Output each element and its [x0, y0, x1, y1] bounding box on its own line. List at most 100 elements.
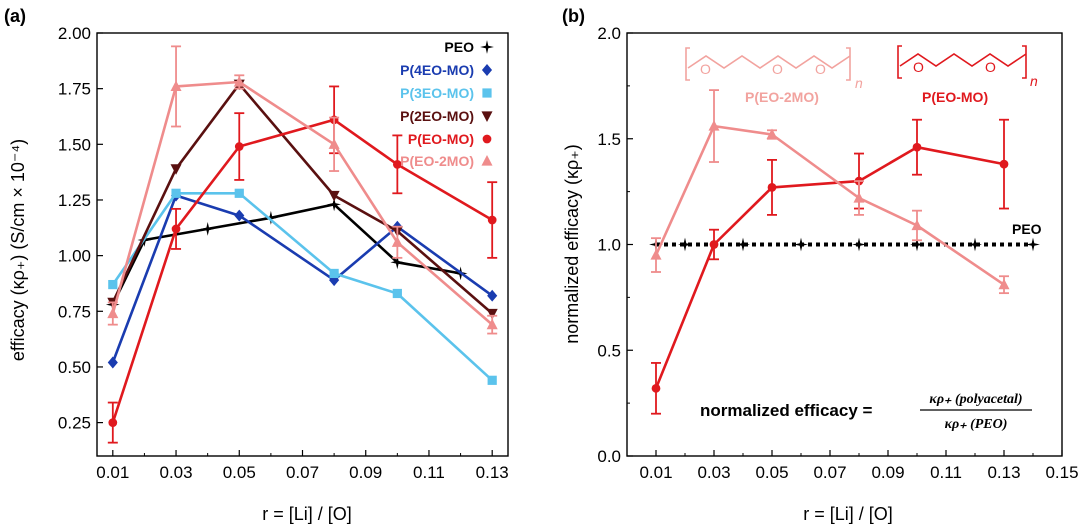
- structure-eo-2mo-n: n: [855, 75, 863, 91]
- legend-marker-p-eo-2mo: [481, 155, 493, 166]
- panel-b-p-eo-2mo-point-3: [853, 191, 865, 203]
- legend-marker-p-eo-mo: [482, 134, 492, 144]
- panel-a-p-eo-mo-point-4: [392, 159, 402, 169]
- structure-eo-2mo-atom-3: O: [815, 61, 826, 77]
- legend-label-p-eo-mo: P(EO-MO): [408, 131, 474, 147]
- panel-a-p-eo-2mo-point-2: [233, 75, 245, 87]
- panel-b-p-eo-mo-point-2: [767, 183, 777, 192]
- panel-a-peo-line: [111, 203, 461, 306]
- panel-b-x-tick-label-3: 0.07: [813, 463, 846, 482]
- structure-eo-mo-atom-1: O: [913, 59, 924, 75]
- panel-a-x-tick-label-4: 0.09: [349, 463, 382, 482]
- panel-a-peo-point-4: [327, 197, 341, 212]
- structure-eo-2mo-atom-1: O: [700, 61, 711, 77]
- panel-a-y-tick-label-7: 2.00: [58, 24, 91, 43]
- panel-b-p-eo-2mo-point-0: [650, 249, 662, 260]
- panel-b-p-eo-mo-point-1: [709, 240, 719, 249]
- panel-a-p-4eo-mo-point-5: [487, 289, 498, 302]
- panel-b-plot: 0.01 0.03 0.05 0.07 0.09 0.11 0.13 0.15 0.0 0.5 1.…: [597, 24, 1078, 482]
- legend-label-p-eo-2mo: P(EO-2MO): [400, 153, 474, 169]
- panel-a-y-tick-label-0: 0.25: [58, 414, 91, 433]
- panel-b-x-axis-label: r = [Li] / [O]: [803, 504, 893, 524]
- panel-a-p-3eo-mo-line: [111, 192, 494, 382]
- formula-numerator: κρ₊ (polyacetal): [929, 392, 1022, 407]
- structure-eo-mo-n: n: [1030, 73, 1038, 89]
- panel-a-peo-point-2: [200, 222, 215, 236]
- legend-label-p-2eo-mo: P(2EO-MO): [400, 108, 474, 124]
- panel-b-y-tick-label-0: 0.0: [597, 447, 621, 466]
- panel-a-p-eo-2mo-point-0: [107, 307, 119, 319]
- panel-a-p-4eo-mo-point-0: [107, 356, 118, 369]
- panel-a-series-p-eo-2mo: [107, 45, 498, 335]
- panel-a-p-3eo-mo-point-3: [329, 268, 339, 279]
- panel-b-p-eo-2mo-point-5: [998, 278, 1010, 290]
- legend-label-p-4eo-mo: P(4EO-MO): [400, 62, 474, 78]
- panel-b-p-eo-2mo-point-2: [766, 128, 778, 140]
- panel-a-y-tick-label-4: 1.25: [58, 191, 91, 210]
- panel-b-peo-point-5: [910, 237, 924, 252]
- panel-b-x-tick-label-7: 0.15: [1045, 463, 1078, 482]
- panel-b-peo-point-4: [852, 237, 866, 252]
- panel-b-x-tick-label-5: 0.11: [930, 463, 962, 482]
- panel-b-y-tick-label-3: 1.5: [597, 130, 621, 149]
- panel-a-p-4eo-mo-line: [111, 194, 493, 363]
- legend-marker-peo: [480, 40, 494, 54]
- panel-a-p-eo-2mo-point-3: [328, 138, 340, 149]
- legend-label-peo: PEO: [444, 39, 474, 55]
- panel-a-p-eo-2mo-point-4: [391, 236, 403, 247]
- panel-a-p-3eo-mo-point-4: [392, 288, 402, 299]
- panel-b-x-tick-label-2: 0.05: [755, 463, 788, 482]
- panel-a-series-p-3eo-mo: [108, 188, 497, 385]
- panel-b-x-tick-label-1: 0.03: [697, 463, 730, 482]
- panel-b-x-tick-label-4: 0.09: [871, 463, 904, 482]
- panel-a-p-eo-mo-point-2: [234, 142, 244, 151]
- panel-b-peo-point-6: [968, 237, 982, 252]
- panel-a-x-tick-label-3: 0.07: [286, 463, 319, 482]
- panel-b-series-p-eo-2mo: [650, 89, 1010, 295]
- panel-b-series-p-eo-mo: [651, 118, 1009, 415]
- panel-a-peo-point-3: [264, 210, 278, 225]
- formula-lhs: normalized efficacy =: [700, 401, 873, 420]
- structure-eo-mo-atom-2: O: [985, 59, 996, 75]
- panel-a-label: (a): [4, 6, 26, 26]
- legend-marker-p-2eo-mo: [481, 111, 493, 122]
- panel-a-p-eo-2mo-point-1: [170, 80, 182, 92]
- legend-label-p-3eo-mo: P(3EO-MO): [400, 85, 474, 101]
- panel-a-p-4eo-mo-point-3: [329, 274, 340, 287]
- panel-b-y-axis-label: normalized efficacy (κρ₊): [562, 144, 582, 343]
- panel-b-x-tick-label-6: 0.13: [987, 463, 1020, 482]
- panel-b-peo-point-2: [736, 237, 750, 252]
- polymer-structures: O O O n P(EO-2MO) O O n P(EO-MO): [685, 45, 1038, 105]
- panel-b-peo-label: PEO: [1012, 221, 1042, 237]
- panel-a-legend: PEO P(4EO-MO) P(3EO-MO) P(2EO-MO) P(EO-MO) P(…: [400, 39, 494, 169]
- panel-b-p-eo-2mo-point-1: [708, 120, 720, 131]
- panel-b-series-peo: [649, 237, 1040, 252]
- panel-a-y-tick-label-6: 1.75: [58, 80, 91, 99]
- panel-b-y-tick-label-1: 0.5: [597, 341, 621, 360]
- panel-a-plot: 0.01 0.03 0.05 0.07 0.09 0.11 0.13 0.25 0.50 0.75…: [58, 24, 509, 482]
- panel-a-x-tick-label-0: 0.01: [96, 463, 129, 482]
- panel-b-p-eo-2mo-point-4: [911, 219, 923, 231]
- panel-a-p-3eo-mo-point-5: [487, 375, 497, 385]
- panel-a-x-tick-label-6: 0.13: [476, 463, 509, 482]
- structure-eo-2mo: [685, 47, 851, 81]
- structure-eo-2mo-atom-2: O: [772, 61, 783, 77]
- panel-b-p-eo-mo-point-4: [912, 142, 922, 152]
- panel-b-peo-point-1: [678, 237, 692, 252]
- formula-denominator: κρ₊ (PEO): [945, 417, 1008, 432]
- panel-a-y-axis-label: efficacy (κρ₊) (S/cm × 10⁻⁴): [8, 139, 28, 361]
- panel-a-p-2eo-mo-line: [111, 82, 494, 315]
- panel-b-y-tick-label-4: 2.0: [597, 24, 621, 43]
- panel-a-p-eo-mo-point-5: [487, 215, 497, 225]
- panel-a-x-axis-label: r = [Li] / [O]: [262, 504, 352, 524]
- panel-b-p-eo-mo-line: [654, 145, 1005, 389]
- panel-a-p-3eo-mo-point-1: [171, 188, 181, 198]
- panel-b-y-tick-label-2: 1.0: [597, 236, 621, 255]
- legend-marker-p-3eo-mo: [482, 88, 492, 98]
- structure-eo-2mo-label: P(EO-2MO): [745, 89, 819, 105]
- panel-a-p-2eo-mo-point-1: [170, 164, 182, 175]
- panel-a-peo-point-5: [390, 255, 405, 270]
- panel-a-y-tick-label-5: 1.50: [58, 135, 91, 154]
- panel-a-y-tick-label-2: 0.75: [58, 302, 91, 321]
